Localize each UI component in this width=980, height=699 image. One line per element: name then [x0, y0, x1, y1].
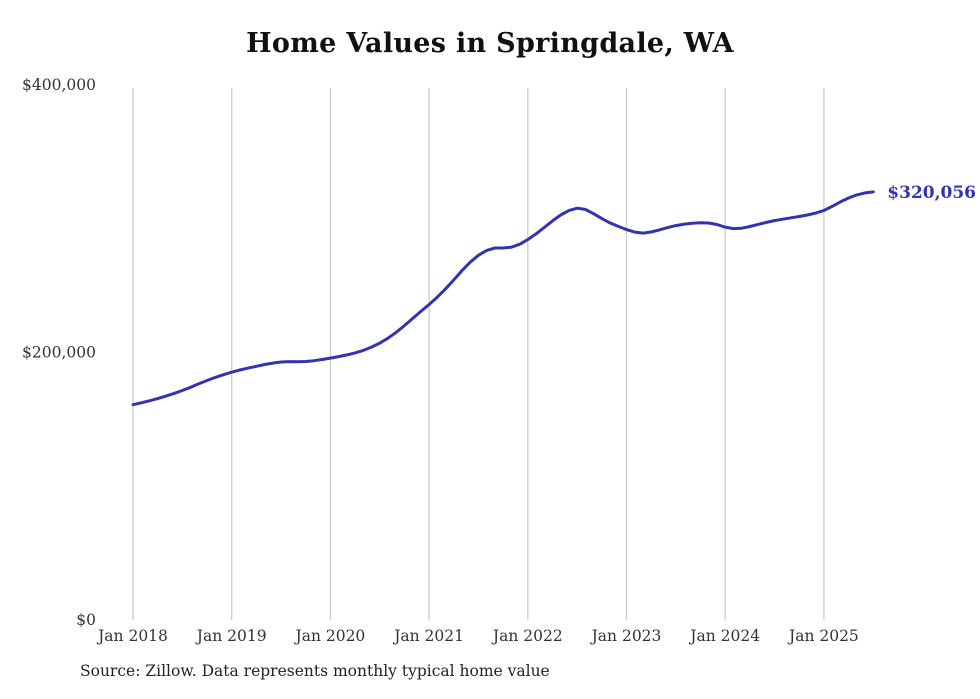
end-value-label: $320,056	[887, 183, 976, 203]
x-tick-label: Jan 2022	[491, 627, 563, 645]
value-line	[131, 190, 875, 407]
y-tick-label: $0	[76, 611, 96, 629]
x-tick-label: Jan 2020	[293, 627, 365, 645]
x-tick-label: Jan 2025	[787, 627, 859, 645]
x-tick-label: Jan 2024	[688, 627, 760, 645]
y-tick-label: $200,000	[22, 344, 96, 362]
y-tick-label: $400,000	[22, 76, 96, 94]
x-tick-label: Jan 2019	[195, 627, 267, 645]
x-tick-label: Jan 2023	[590, 627, 662, 645]
source-note: Source: Zillow. Data represents monthly …	[80, 662, 550, 680]
x-tick-label: Jan 2018	[96, 627, 168, 645]
chart-title: Home Values in Springdale, WA	[246, 28, 734, 59]
x-tick-label: Jan 2021	[392, 627, 464, 645]
